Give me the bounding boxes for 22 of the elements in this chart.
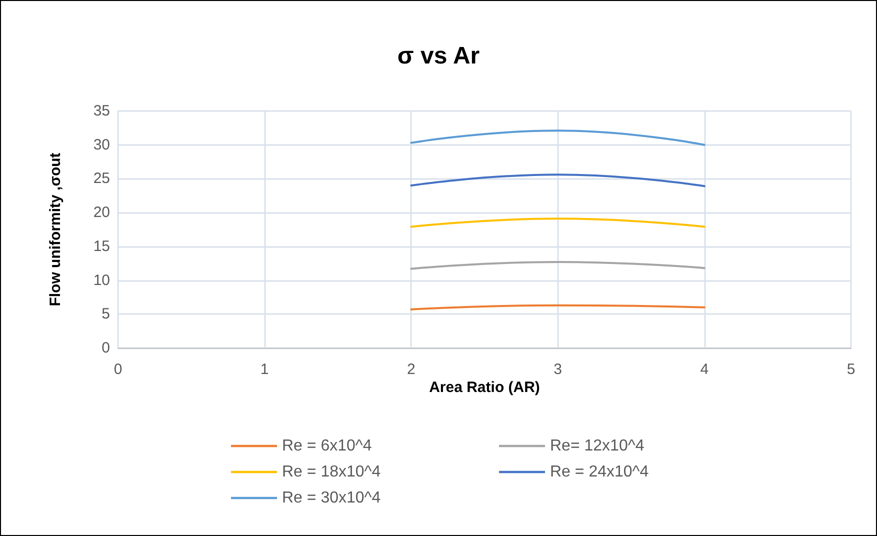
legend-label: Re = 30x10^4 <box>282 490 381 506</box>
y-tick-label: 0 <box>102 340 110 356</box>
legend-label: Re = 18x10^4 <box>282 464 381 480</box>
y-tick-label: 10 <box>93 272 110 289</box>
y-tick-label: 35 <box>93 102 110 120</box>
y-tick-label: 20 <box>93 204 110 222</box>
y-tick-label: 5 <box>102 306 110 323</box>
y-tick-label: 15 <box>93 238 110 255</box>
x-tick-label: 1 <box>260 361 269 378</box>
y-tick-label: 25 <box>93 170 110 188</box>
legend-label: Re = 24x10^4 <box>550 464 649 480</box>
x-tick-label: 5 <box>846 361 856 378</box>
x-tick-label: 2 <box>407 361 416 378</box>
x-tick-label: 3 <box>554 361 562 378</box>
x-tick-label: 0 <box>114 361 122 378</box>
chart-title: σ vs Ar <box>397 42 480 70</box>
x-tick-label: 4 <box>700 361 709 378</box>
x-axis-title: Area Ratio (AR) <box>429 379 540 396</box>
legend-label: Re = 6x10^4 <box>282 438 372 454</box>
y-axis-title: Flow uniformity ,σout <box>47 152 64 306</box>
y-tick-label: 30 <box>93 136 110 154</box>
legend-label: Re= 12x10^4 <box>550 438 644 454</box>
